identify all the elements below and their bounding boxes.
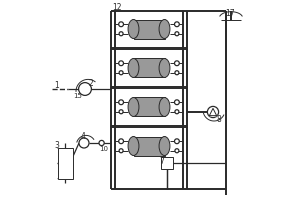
Text: 1: 1 <box>54 81 59 90</box>
Bar <box>134 97 164 116</box>
Bar <box>58 148 73 179</box>
Polygon shape <box>209 108 217 116</box>
Circle shape <box>175 22 179 27</box>
Circle shape <box>119 139 124 144</box>
Ellipse shape <box>159 98 170 116</box>
Circle shape <box>175 139 179 144</box>
Circle shape <box>119 22 124 27</box>
Circle shape <box>175 149 179 153</box>
Circle shape <box>175 100 179 105</box>
Circle shape <box>175 32 179 36</box>
Circle shape <box>79 83 92 95</box>
Text: 8: 8 <box>216 116 221 124</box>
Circle shape <box>99 140 104 146</box>
Circle shape <box>119 110 123 114</box>
Circle shape <box>119 100 124 105</box>
Circle shape <box>119 149 123 153</box>
Ellipse shape <box>128 20 139 38</box>
Circle shape <box>207 106 219 118</box>
Text: 10: 10 <box>100 146 109 152</box>
Circle shape <box>175 61 179 66</box>
Text: 17: 17 <box>226 9 235 19</box>
Text: 2: 2 <box>88 79 93 88</box>
Bar <box>134 20 164 38</box>
Circle shape <box>119 61 124 66</box>
Ellipse shape <box>128 136 139 156</box>
Ellipse shape <box>159 20 170 38</box>
Circle shape <box>175 110 179 114</box>
Circle shape <box>175 71 179 75</box>
Text: 7: 7 <box>159 156 164 166</box>
Text: 15: 15 <box>74 93 82 99</box>
Bar <box>161 157 172 169</box>
Ellipse shape <box>128 98 139 116</box>
Ellipse shape <box>159 58 170 77</box>
Text: 3: 3 <box>54 141 59 150</box>
Ellipse shape <box>128 58 139 77</box>
Text: 4: 4 <box>81 132 86 141</box>
Circle shape <box>119 32 123 36</box>
Ellipse shape <box>159 136 170 156</box>
Text: 12: 12 <box>112 3 122 12</box>
Bar <box>134 58 164 77</box>
Bar <box>134 136 164 156</box>
Circle shape <box>119 71 123 75</box>
Circle shape <box>79 138 89 148</box>
